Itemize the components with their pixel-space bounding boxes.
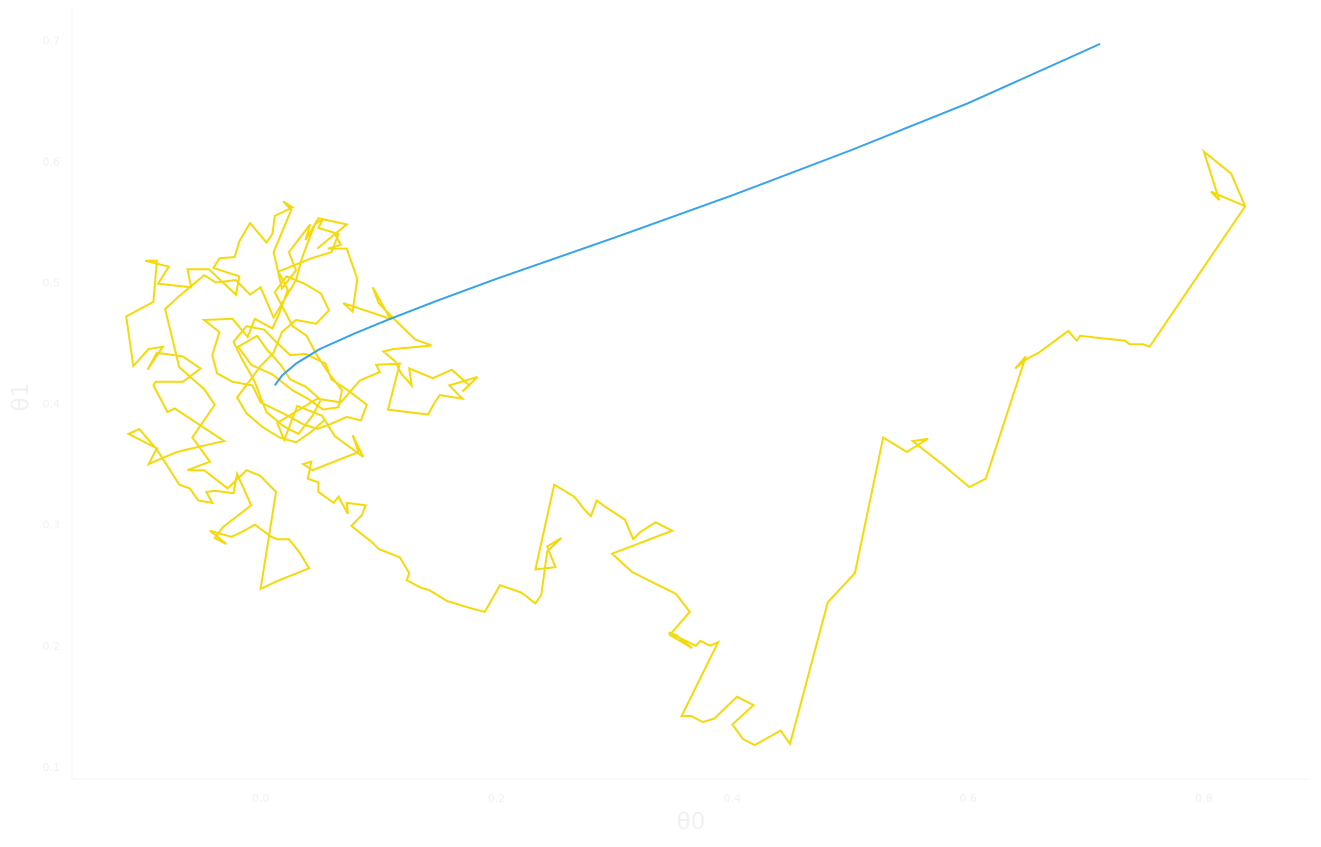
x-tick-label: 0.6 <box>959 792 977 805</box>
x-tick-label: 0.0 <box>252 792 270 805</box>
y-tick-label: 0.4 <box>43 398 61 411</box>
x-tick-label: 0.2 <box>488 792 506 805</box>
axes: 0.0 0.2 0.4 0.6 0.8 0.1 0.2 0.3 0.4 0.5 0.6 0.7 <box>43 10 1310 805</box>
y-tick-label: 0.7 <box>43 34 61 47</box>
y-tick-label: 0.6 <box>43 155 61 168</box>
x-tick-label: 0.8 <box>1195 792 1213 805</box>
series-group <box>125 42 1247 747</box>
y-tick-label: 0.1 <box>43 761 61 774</box>
series-line-blue <box>273 42 1101 386</box>
series-line-yellow <box>125 148 1247 747</box>
y-axis-title: θ1 <box>8 383 34 412</box>
y-tick-label: 0.2 <box>43 640 61 653</box>
x-axis-title: θ0 <box>677 809 706 835</box>
y-tick-label: 0.3 <box>43 519 61 532</box>
x-tick-label: 0.4 <box>724 792 742 805</box>
y-tick-label: 0.5 <box>43 276 61 289</box>
